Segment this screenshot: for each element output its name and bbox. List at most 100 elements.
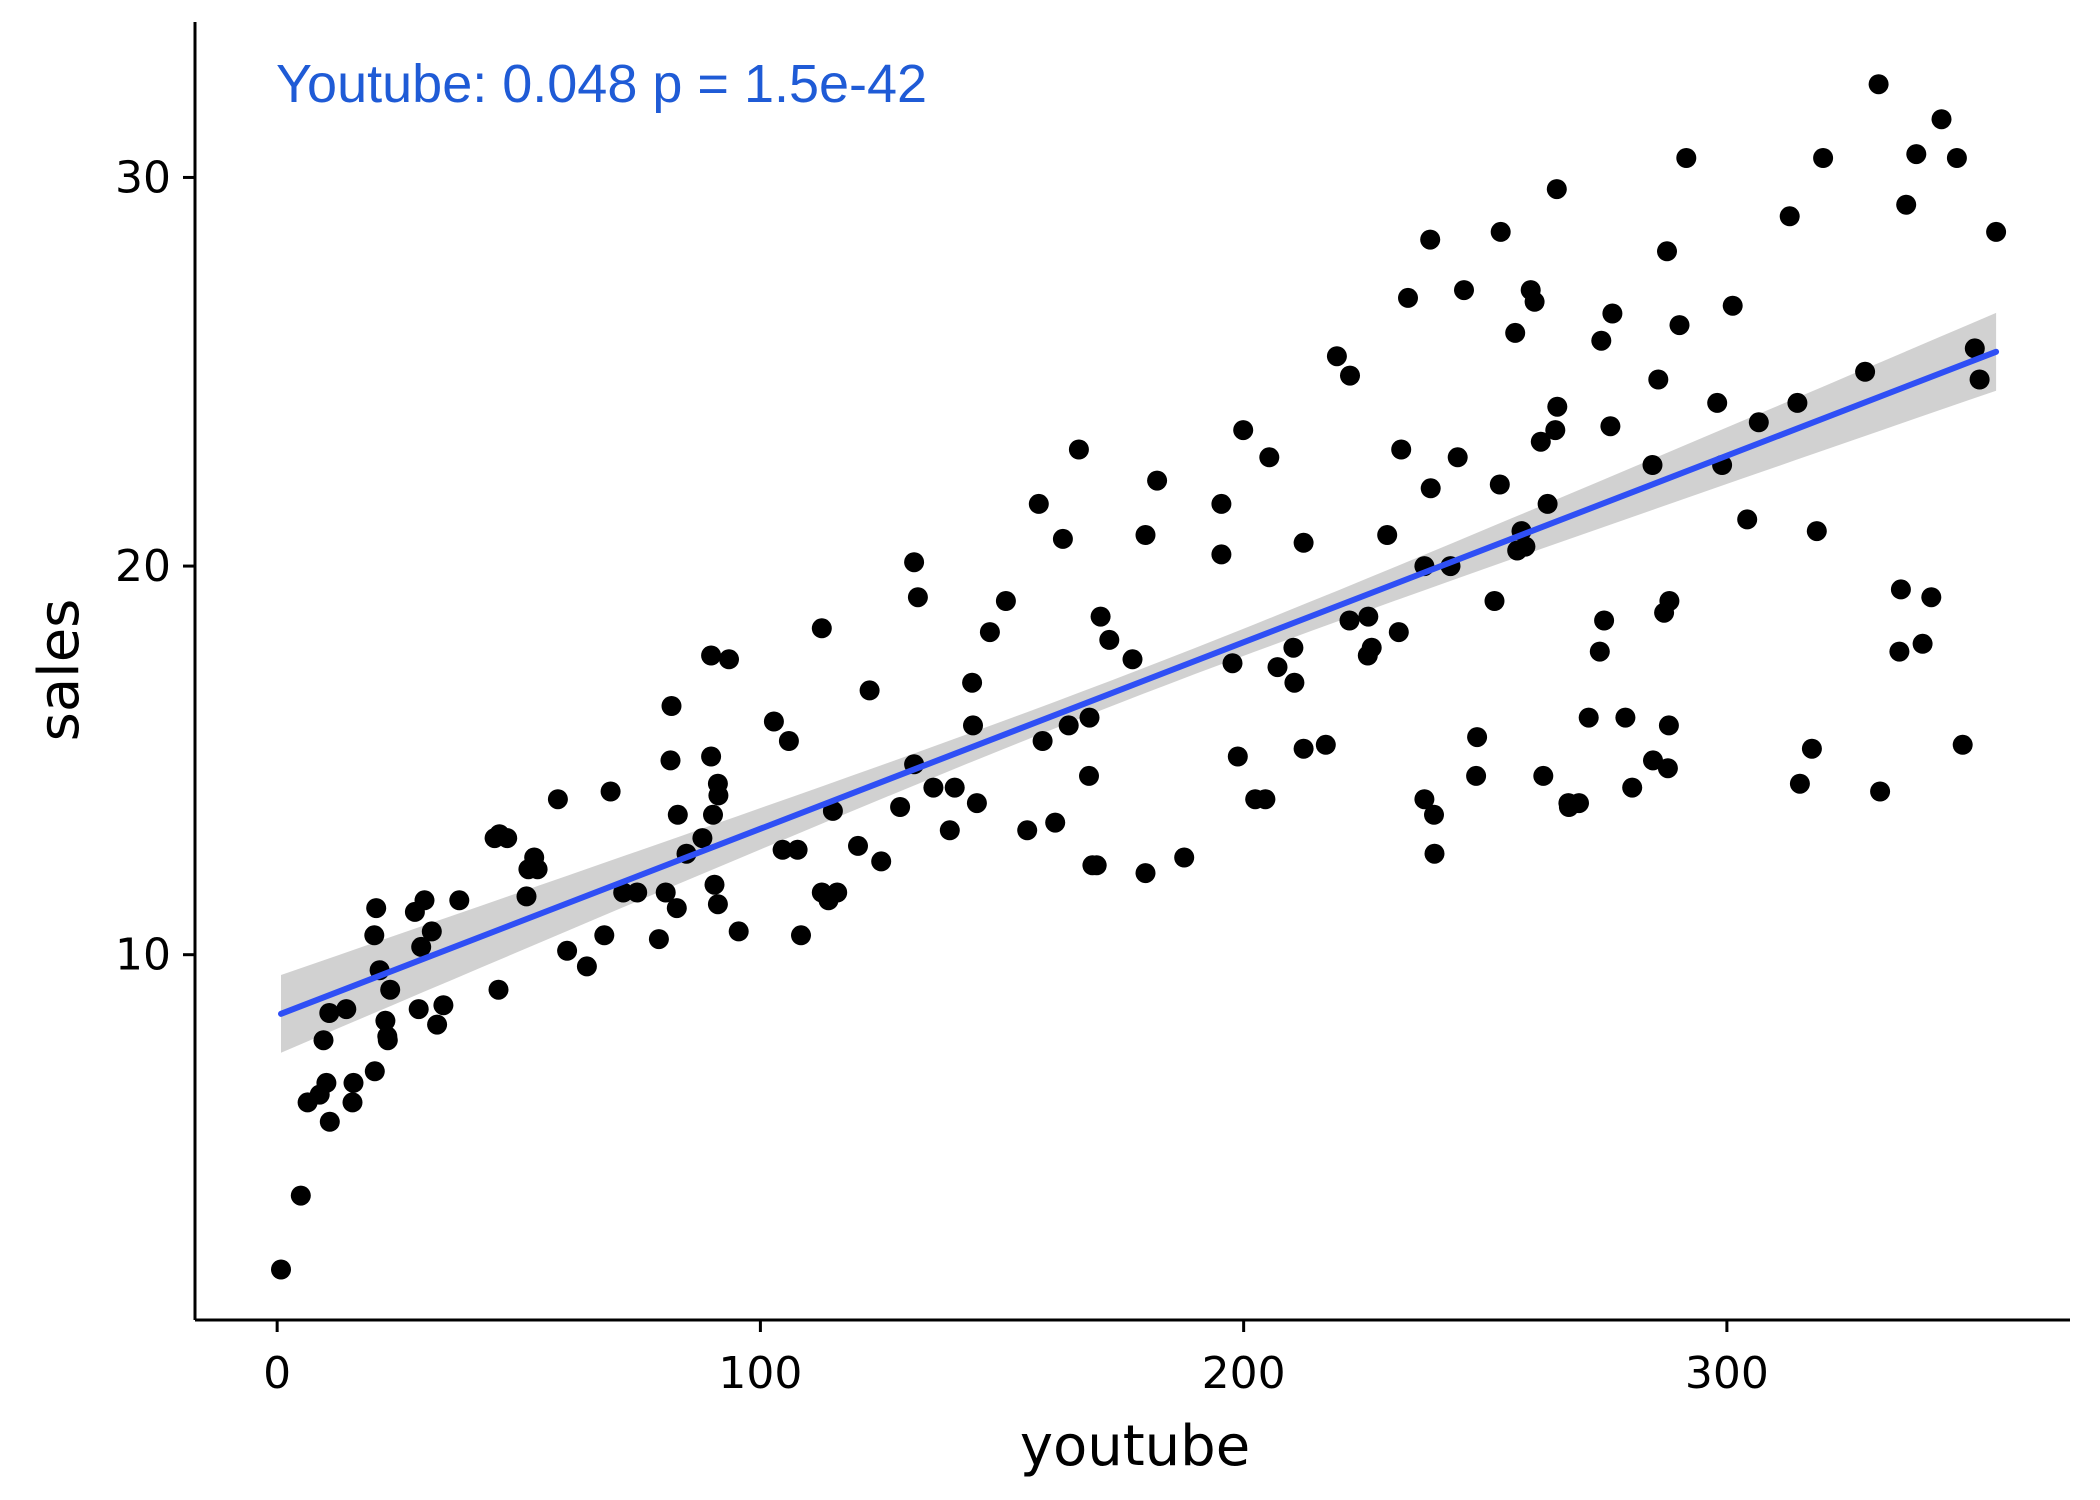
data-point [1388, 622, 1409, 643]
data-point [433, 995, 454, 1016]
data-point [1952, 734, 1973, 755]
data-point [1591, 330, 1612, 351]
data-point [859, 680, 880, 701]
data-point [1578, 707, 1599, 728]
data-point [1028, 493, 1049, 514]
data-point [1058, 715, 1079, 736]
data-point [890, 797, 911, 817]
data-point [1569, 793, 1589, 814]
data-point [1546, 179, 1567, 200]
data-point [655, 882, 676, 903]
data-point [1537, 493, 1558, 514]
data-point [1931, 109, 1952, 130]
data-point [1377, 525, 1398, 545]
regression-annotation: Youtube: 0.048 p = 1.5e-42 [276, 54, 927, 114]
data-point [449, 890, 470, 911]
data-point [661, 696, 682, 716]
data-point [1174, 847, 1195, 868]
data-point [701, 645, 722, 666]
data-point [963, 715, 983, 736]
y-tick-label: 30 [115, 152, 171, 203]
data-point [703, 804, 723, 825]
data-point [557, 940, 578, 961]
data-point [811, 618, 832, 639]
data-point [290, 1185, 311, 1206]
data-point [1600, 416, 1621, 437]
data-point [1602, 303, 1623, 324]
data-point [1801, 738, 1822, 759]
data-point [966, 793, 987, 814]
data-point [527, 859, 548, 880]
data-point [827, 882, 848, 903]
data-point [1326, 346, 1347, 367]
y-tick-label: 20 [115, 541, 171, 592]
data-point [1648, 369, 1669, 390]
data-point [1870, 781, 1891, 802]
data-point [1946, 148, 1967, 168]
data-point [380, 979, 401, 1000]
data-point [1622, 777, 1643, 798]
data-point [648, 929, 669, 950]
x-tick-label: 100 [718, 1348, 802, 1399]
data-point [1361, 637, 1382, 658]
data-point [1211, 493, 1232, 514]
data-point [728, 921, 749, 942]
data-point [1068, 439, 1089, 460]
data-point [1890, 579, 1911, 600]
data-point [1896, 194, 1917, 215]
data-point [1079, 765, 1099, 786]
data-point [1669, 315, 1690, 336]
data-point [1358, 606, 1379, 627]
data-point [1259, 447, 1280, 468]
data-point [704, 874, 725, 895]
data-point [979, 622, 1000, 643]
data-point [1340, 365, 1360, 386]
data-point [904, 552, 925, 573]
data-point [375, 1010, 396, 1031]
data-point [600, 781, 621, 802]
data-point [666, 898, 687, 919]
data-point [1099, 629, 1120, 650]
data-point [1813, 148, 1834, 168]
data-point [1642, 455, 1663, 475]
data-point [871, 851, 892, 872]
x-tick-label: 0 [263, 1348, 291, 1399]
data-point [1135, 863, 1156, 884]
data-point [1032, 731, 1053, 751]
data-point [1789, 773, 1810, 794]
data-point [1868, 74, 1889, 95]
data-point [1255, 789, 1276, 810]
data-point [427, 1014, 448, 1035]
data-point [1233, 420, 1254, 441]
data-point [1615, 707, 1636, 728]
data-point [1484, 591, 1505, 611]
data-point [1211, 544, 1232, 565]
data-point [411, 936, 432, 957]
x-tick-label: 300 [1685, 1348, 1769, 1399]
data-point [594, 925, 615, 946]
data-point [1284, 672, 1305, 693]
data-point [1147, 470, 1168, 491]
data-point [1545, 420, 1566, 441]
data-point [1086, 855, 1107, 876]
regression-line [278, 348, 2000, 1017]
data-point [319, 1003, 340, 1023]
data-point [1533, 765, 1554, 786]
data-point [962, 672, 983, 693]
data-point [627, 882, 648, 903]
data-point [1806, 521, 1827, 542]
data-point [1122, 649, 1143, 670]
y-tick-label: 10 [115, 930, 171, 981]
data-point [1090, 606, 1111, 627]
data-point [667, 804, 688, 825]
data-point [1079, 707, 1100, 728]
data-point [1339, 610, 1360, 631]
data-point [1135, 525, 1156, 545]
data-point [1658, 715, 1679, 736]
data-point [719, 649, 739, 670]
data-point [778, 731, 799, 751]
data-point [1227, 746, 1248, 767]
data-point [1964, 338, 1985, 359]
data-point [408, 999, 429, 1020]
data-point [1986, 221, 2007, 242]
